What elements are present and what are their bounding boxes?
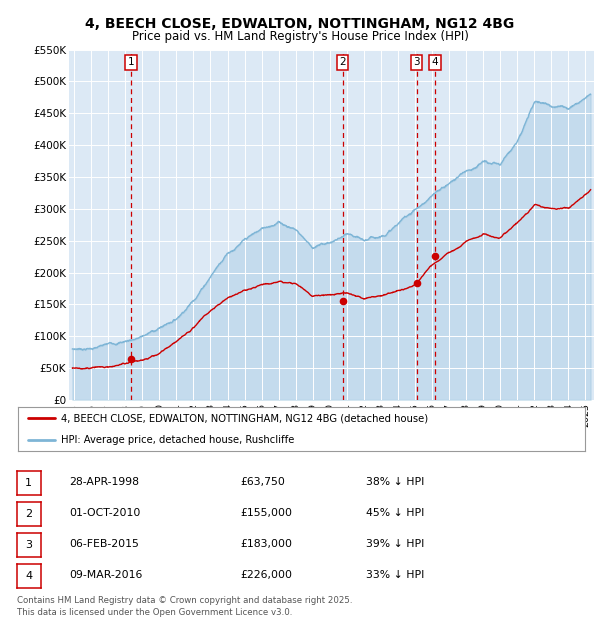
Text: £155,000: £155,000 (240, 508, 292, 518)
Text: £183,000: £183,000 (240, 539, 292, 549)
Text: 45% ↓ HPI: 45% ↓ HPI (366, 508, 424, 518)
Text: 01-OCT-2010: 01-OCT-2010 (69, 508, 140, 518)
Text: 09-MAR-2016: 09-MAR-2016 (69, 570, 142, 580)
Text: 4, BEECH CLOSE, EDWALTON, NOTTINGHAM, NG12 4BG: 4, BEECH CLOSE, EDWALTON, NOTTINGHAM, NG… (85, 17, 515, 32)
Text: 1: 1 (25, 478, 32, 488)
Text: 39% ↓ HPI: 39% ↓ HPI (366, 539, 424, 549)
Text: HPI: Average price, detached house, Rushcliffe: HPI: Average price, detached house, Rush… (61, 435, 294, 445)
Text: 33% ↓ HPI: 33% ↓ HPI (366, 570, 424, 580)
Text: 38% ↓ HPI: 38% ↓ HPI (366, 477, 424, 487)
Text: 2: 2 (25, 509, 32, 519)
Text: 2: 2 (339, 57, 346, 68)
Text: Price paid vs. HM Land Registry's House Price Index (HPI): Price paid vs. HM Land Registry's House … (131, 30, 469, 43)
Text: £226,000: £226,000 (240, 570, 292, 580)
Text: 3: 3 (413, 57, 420, 68)
Text: 4, BEECH CLOSE, EDWALTON, NOTTINGHAM, NG12 4BG (detached house): 4, BEECH CLOSE, EDWALTON, NOTTINGHAM, NG… (61, 414, 428, 423)
Text: Contains HM Land Registry data © Crown copyright and database right 2025.
This d: Contains HM Land Registry data © Crown c… (17, 596, 352, 617)
Text: 3: 3 (25, 540, 32, 550)
Text: 4: 4 (432, 57, 439, 68)
Text: 1: 1 (127, 57, 134, 68)
Text: 4: 4 (25, 571, 32, 581)
Text: 28-APR-1998: 28-APR-1998 (69, 477, 139, 487)
Text: £63,750: £63,750 (240, 477, 285, 487)
Text: 06-FEB-2015: 06-FEB-2015 (69, 539, 139, 549)
